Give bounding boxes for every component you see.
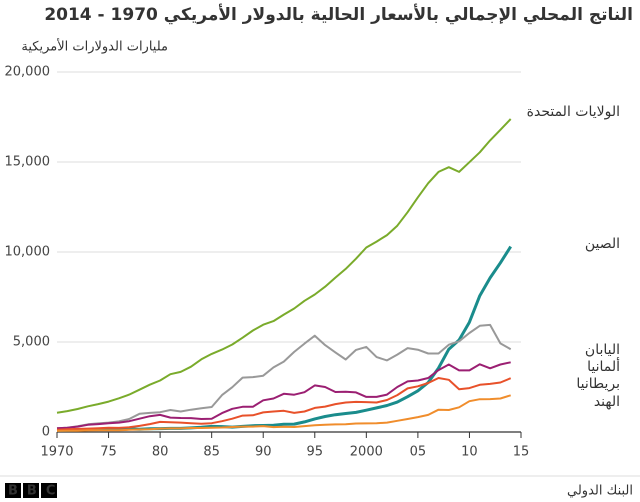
x-tick-label: 05	[410, 445, 427, 460]
subtitle: مليارات الدولارات الأمريكية	[21, 38, 168, 55]
series-line	[56, 361, 511, 430]
x-tick-label: 2000	[350, 445, 383, 460]
logo-block	[23, 483, 39, 498]
x-tick-label: 95	[307, 445, 324, 460]
logo: BBC	[5, 483, 64, 499]
x-tick-label: 1970	[40, 445, 73, 460]
y-tick-label: 20,000	[5, 65, 51, 80]
x-tick-label: 75	[100, 445, 117, 460]
legend-label: الصين	[585, 236, 620, 252]
legend-label: الهند	[594, 394, 620, 410]
source: البنك الدولي	[567, 484, 633, 499]
series-line	[56, 118, 512, 414]
series-line	[56, 394, 511, 432]
y-tick-label: 15,000	[5, 155, 51, 170]
series-line	[56, 377, 512, 431]
series-line	[56, 323, 512, 430]
x-tick-label: 90	[255, 445, 272, 460]
y-tick-label: 0	[42, 425, 50, 440]
legend-label: الولايات المتحدة	[527, 104, 620, 120]
series-line	[56, 245, 512, 432]
logo-block	[41, 483, 57, 498]
logo-text: BBC	[8, 484, 64, 499]
x-tick-label: 85	[203, 445, 220, 460]
legend-label: بريطانيا	[576, 376, 620, 392]
y-tick-label: 10,000	[5, 245, 51, 260]
x-tick-label: 15	[513, 445, 530, 460]
x-tick-label: 10	[461, 445, 478, 460]
y-tick-label: 5,000	[13, 335, 50, 350]
legend-label: اليابان	[585, 342, 620, 358]
logo-block	[5, 483, 21, 498]
legend-label: ألمانيا	[587, 357, 620, 375]
chart-title: الناتج المحلي الإجمالي بالأسعار الحالية …	[44, 4, 633, 25]
x-tick-label: 80	[152, 445, 169, 460]
